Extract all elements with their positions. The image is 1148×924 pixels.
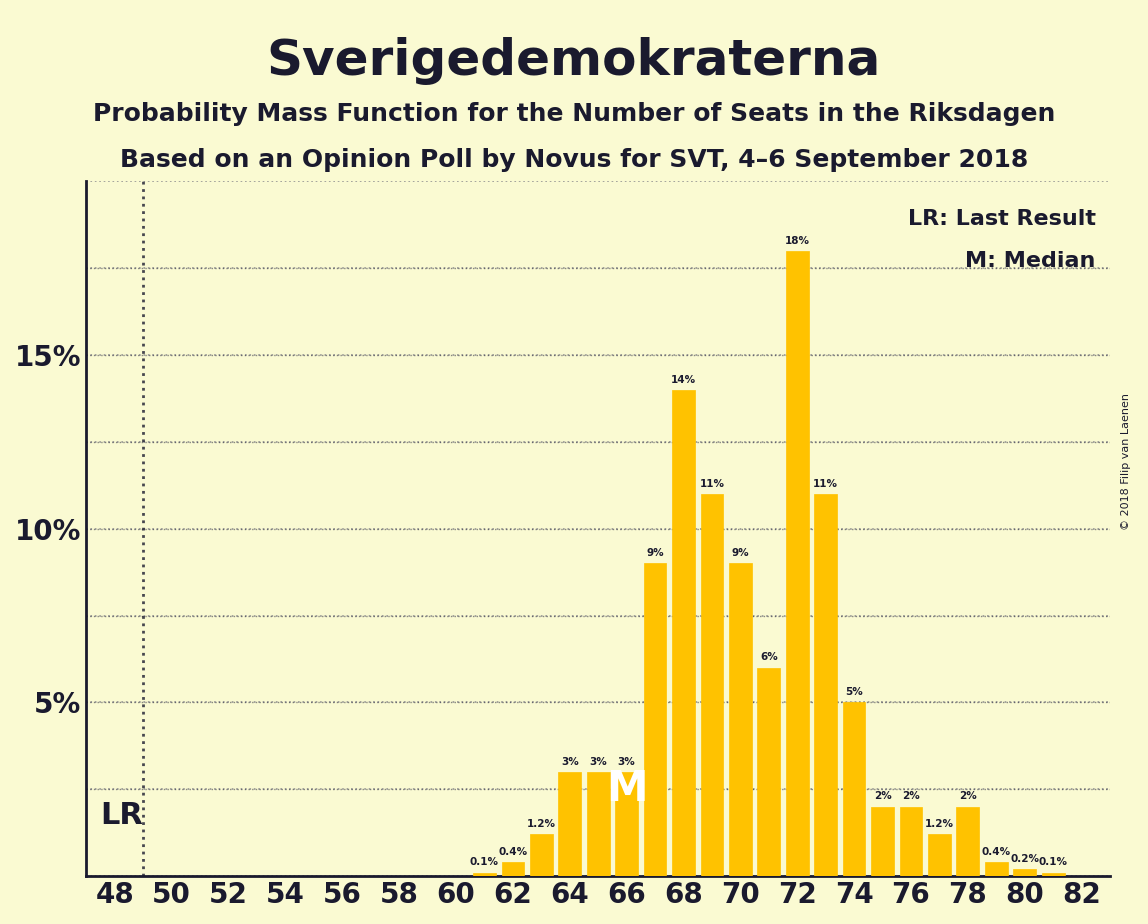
Bar bbox=[956, 807, 979, 876]
Bar bbox=[502, 862, 525, 876]
Bar bbox=[1041, 872, 1064, 876]
Bar bbox=[587, 772, 610, 876]
Bar bbox=[729, 564, 752, 876]
Bar bbox=[814, 494, 837, 876]
Text: 1.2%: 1.2% bbox=[527, 820, 556, 829]
Text: 9%: 9% bbox=[731, 548, 750, 558]
Bar bbox=[530, 834, 552, 876]
Bar bbox=[473, 872, 496, 876]
Text: © 2018 Filip van Laenen: © 2018 Filip van Laenen bbox=[1120, 394, 1131, 530]
Text: 2%: 2% bbox=[874, 792, 892, 801]
Bar bbox=[644, 564, 667, 876]
Text: Sverigedemokraterna: Sverigedemokraterna bbox=[266, 37, 882, 85]
Text: 18%: 18% bbox=[785, 236, 809, 246]
Text: 2%: 2% bbox=[959, 792, 977, 801]
Bar bbox=[558, 772, 581, 876]
Text: 14%: 14% bbox=[670, 374, 696, 384]
Bar bbox=[871, 807, 894, 876]
Text: LR: Last Result: LR: Last Result bbox=[908, 209, 1096, 229]
Bar bbox=[900, 807, 922, 876]
Text: 5%: 5% bbox=[845, 687, 863, 698]
Text: 0.1%: 0.1% bbox=[470, 857, 499, 868]
Bar bbox=[758, 668, 781, 876]
Text: Based on an Opinion Poll by Novus for SVT, 4–6 September 2018: Based on an Opinion Poll by Novus for SV… bbox=[119, 148, 1029, 172]
Bar bbox=[672, 390, 695, 876]
Text: 3%: 3% bbox=[589, 757, 607, 767]
Bar bbox=[700, 494, 723, 876]
Bar bbox=[985, 862, 1008, 876]
Text: 0.4%: 0.4% bbox=[498, 847, 527, 857]
Bar bbox=[843, 702, 866, 876]
Text: M: M bbox=[606, 768, 647, 810]
Text: 0.4%: 0.4% bbox=[982, 847, 1011, 857]
Text: 11%: 11% bbox=[699, 479, 724, 489]
Text: M: Median: M: Median bbox=[965, 250, 1096, 271]
Text: 3%: 3% bbox=[618, 757, 636, 767]
Text: 9%: 9% bbox=[646, 548, 664, 558]
Bar bbox=[615, 772, 638, 876]
Text: LR: LR bbox=[101, 801, 144, 830]
Text: Probability Mass Function for the Number of Seats in the Riksdagen: Probability Mass Function for the Number… bbox=[93, 102, 1055, 126]
Text: 3%: 3% bbox=[561, 757, 579, 767]
Bar bbox=[1014, 869, 1037, 876]
Text: 0.2%: 0.2% bbox=[1010, 854, 1039, 864]
Text: 0.1%: 0.1% bbox=[1039, 857, 1068, 868]
Text: 6%: 6% bbox=[760, 652, 777, 663]
Bar bbox=[928, 834, 951, 876]
Bar bbox=[786, 250, 808, 876]
Text: 2%: 2% bbox=[902, 792, 920, 801]
Text: 11%: 11% bbox=[813, 479, 838, 489]
Text: 1.2%: 1.2% bbox=[925, 820, 954, 829]
